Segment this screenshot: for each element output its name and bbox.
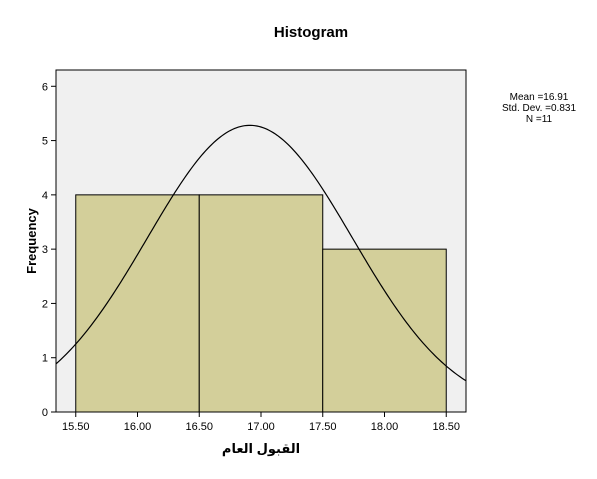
x-axis-label: القبول العام xyxy=(222,441,300,457)
x-axis-ticks: 15.50 16.00 16.50 17.00 17.50 18.00 18.50 xyxy=(62,412,460,433)
x-tick-label-2: 16.50 xyxy=(185,421,213,433)
histogram-bar-2 xyxy=(198,194,324,413)
x-tick-label-5: 18.00 xyxy=(371,421,399,433)
histogram-bar-3 xyxy=(322,248,447,413)
stats-box: Mean =16.91 Std. Dev. =0.831 N =11 xyxy=(502,92,576,125)
y-tick-label-4: 4 xyxy=(42,190,48,202)
chart-title: Histogram xyxy=(274,24,348,41)
histogram-bar-1 xyxy=(75,194,200,413)
y-axis-ticks: 0 1 2 3 4 5 6 xyxy=(42,81,56,419)
y-tick-label-6: 6 xyxy=(42,81,48,93)
x-tick-label-3: 17.00 xyxy=(247,421,275,433)
stat-std-dev: Std. Dev. =0.831 xyxy=(502,103,576,114)
y-tick-label-3: 3 xyxy=(42,244,48,256)
normal-curve xyxy=(55,124,467,382)
x-tick-label-0: 15.50 xyxy=(62,421,90,433)
bars-group xyxy=(75,194,447,413)
y-axis-label: Frequency xyxy=(24,207,39,274)
y-tick-label-0: 0 xyxy=(42,407,48,419)
y-tick-label-5: 5 xyxy=(42,136,48,148)
x-tick-label-4: 17.50 xyxy=(309,421,337,433)
x-tick-label-1: 16.00 xyxy=(124,421,152,433)
x-tick-label-6: 18.50 xyxy=(432,421,460,433)
y-tick-label-1: 1 xyxy=(42,353,48,365)
stat-n: N =11 xyxy=(526,114,553,125)
stat-mean: Mean =16.91 xyxy=(510,92,569,103)
y-tick-label-2: 2 xyxy=(42,298,48,310)
